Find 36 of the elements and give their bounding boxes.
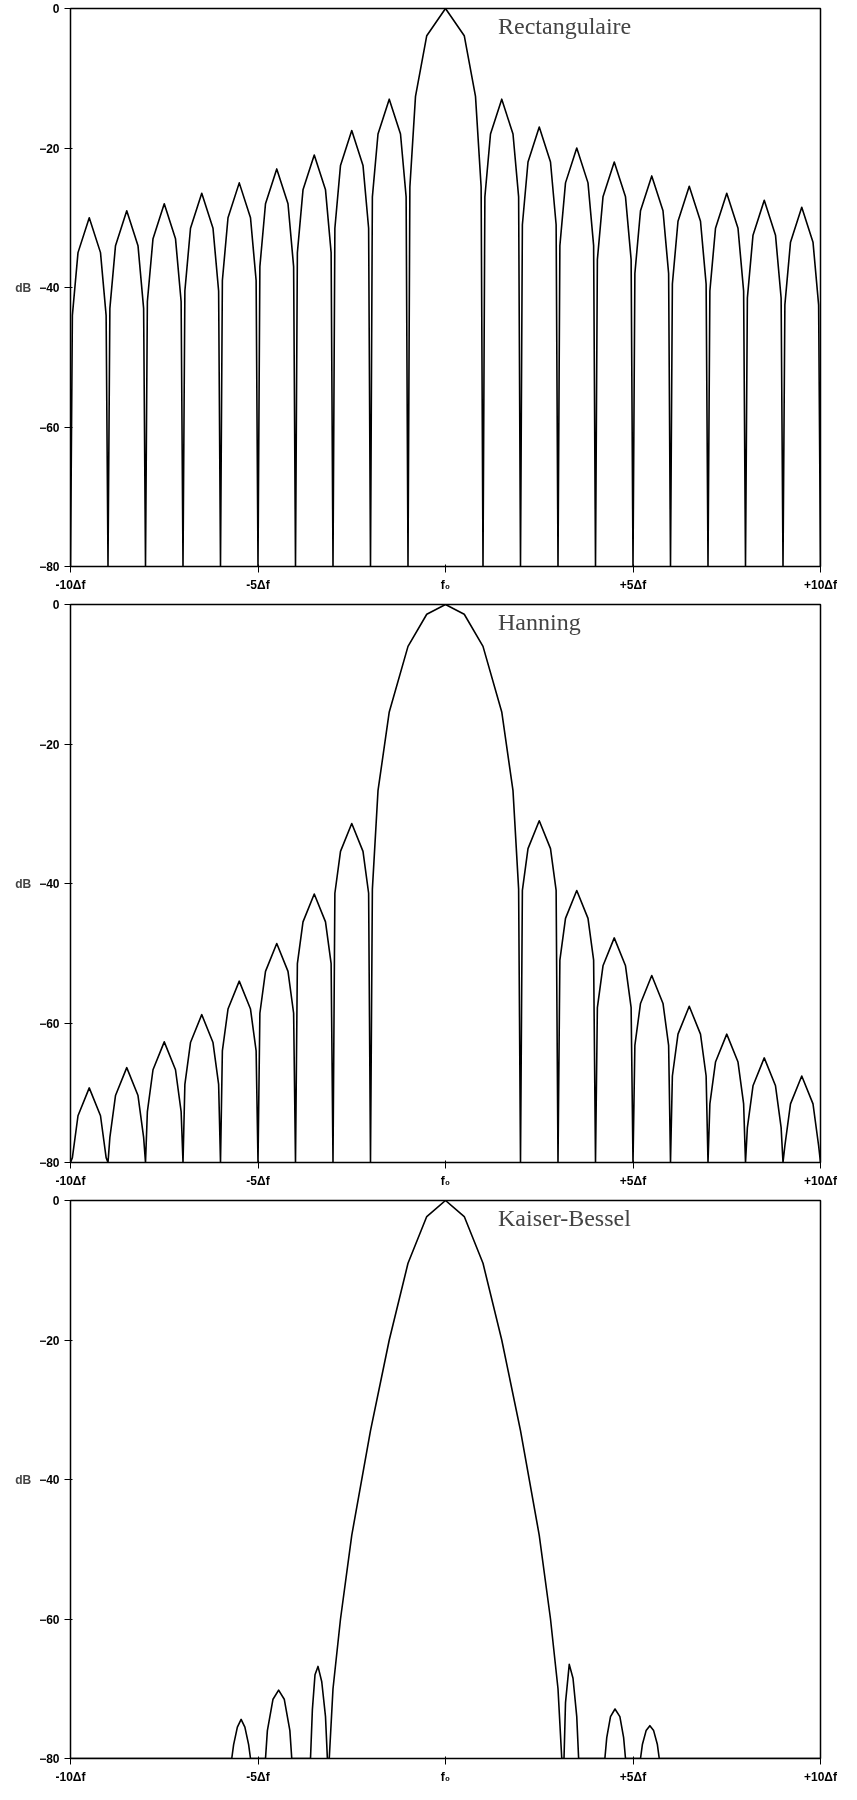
chart-title: Kaiser-Bessel [498, 1204, 632, 1231]
x-tick-label: -5Δf [246, 577, 271, 592]
chart-title: Hanning [498, 608, 581, 635]
x-tick-label: +10Δf [804, 577, 838, 592]
y-axis-title: dB [15, 1472, 32, 1487]
y-tick-label: −40 [39, 281, 60, 295]
x-tick-label: +10Δf [804, 1173, 838, 1188]
x-tick-label: -5Δf [246, 1769, 271, 1784]
x-tick-label: +10Δf [804, 1769, 838, 1784]
y-axis-title: dB [15, 280, 32, 295]
y-tick-label: −20 [39, 737, 60, 752]
y-tick-label: −60 [39, 1016, 60, 1031]
x-tick-label: f₀ [440, 1769, 451, 1784]
y-tick-label: 0 [52, 598, 60, 612]
y-tick-label: −80 [39, 1752, 60, 1766]
y-tick-label: −20 [39, 1333, 60, 1348]
y-tick-label: −20 [39, 141, 60, 156]
y-tick-label: −40 [39, 1473, 60, 1487]
x-tick-label: +5Δf [619, 1769, 648, 1784]
y-tick-label: −80 [39, 1156, 60, 1170]
y-tick-label: 0 [52, 1194, 60, 1208]
x-tick-label: -10Δf [55, 577, 87, 592]
x-tick-label: -10Δf [55, 1769, 87, 1784]
y-tick-label: −40 [39, 877, 60, 891]
x-tick-label: +5Δf [619, 1173, 648, 1188]
x-tick-label: f₀ [440, 1173, 451, 1188]
y-tick-label: −60 [39, 1612, 60, 1627]
y-tick-label: −80 [39, 560, 60, 574]
y-tick-label: −60 [39, 420, 60, 435]
x-tick-label: -10Δf [55, 1173, 87, 1188]
x-tick-label: +5Δf [619, 577, 648, 592]
y-tick-label: 0 [52, 2, 60, 16]
x-tick-label: -5Δf [246, 1173, 271, 1188]
x-tick-label: f₀ [440, 577, 451, 592]
chart-title: Rectangulaire [498, 12, 632, 39]
y-axis-title: dB [15, 876, 32, 891]
